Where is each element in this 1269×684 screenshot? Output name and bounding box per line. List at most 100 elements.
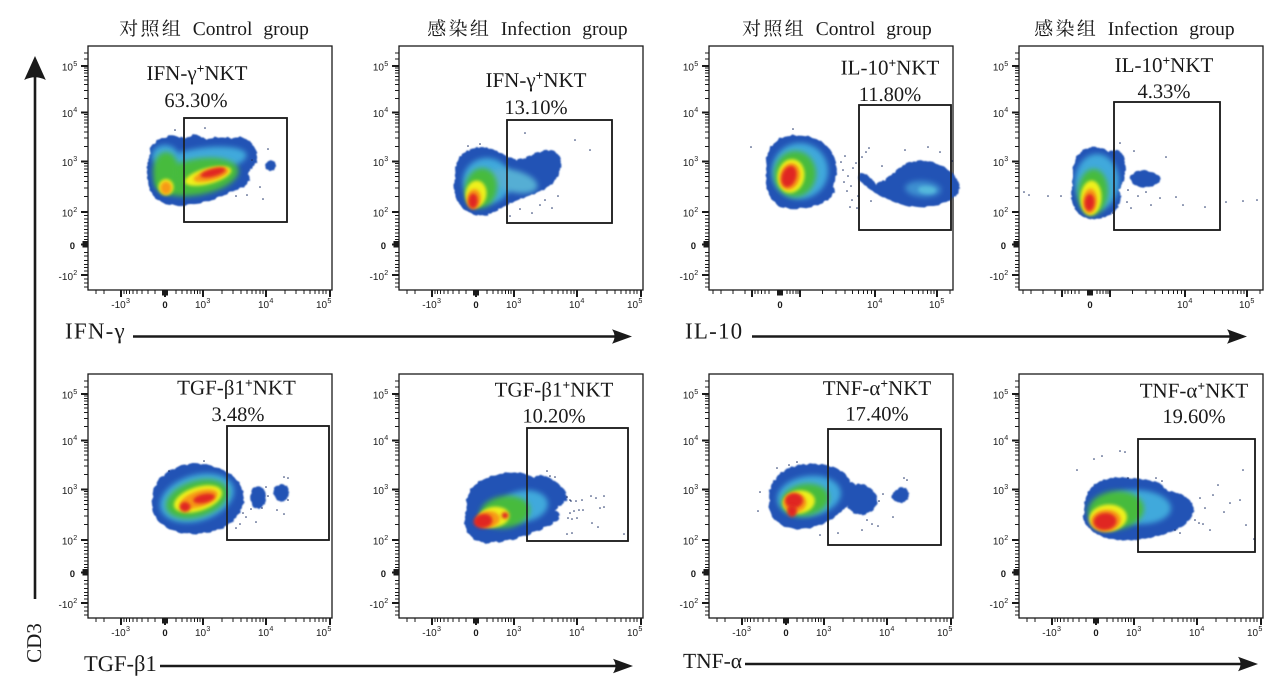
- svg-text:10: 10: [195, 628, 207, 639]
- svg-text:10: 10: [373, 109, 385, 120]
- svg-text:2: 2: [694, 533, 698, 542]
- svg-text:Infection: Infection: [501, 19, 572, 40]
- svg-text:10: 10: [373, 391, 385, 402]
- svg-text:19.60%: 19.60%: [1162, 406, 1225, 428]
- svg-text:2: 2: [384, 205, 388, 214]
- svg-text:-10: -10: [680, 600, 695, 611]
- svg-text:10: 10: [993, 437, 1005, 448]
- svg-text:-10: -10: [422, 628, 437, 639]
- svg-text:10: 10: [993, 109, 1005, 120]
- svg-text:2: 2: [1004, 205, 1008, 214]
- svg-text:5: 5: [1250, 296, 1254, 305]
- svg-text:10: 10: [1126, 628, 1138, 639]
- svg-text:TGF-β1+NKT: TGF-β1+NKT: [495, 378, 614, 402]
- svg-text:10: 10: [373, 537, 385, 548]
- svg-text:10: 10: [62, 391, 74, 402]
- svg-text:10: 10: [683, 486, 695, 497]
- svg-text:10: 10: [993, 209, 1005, 220]
- svg-text:3: 3: [1004, 154, 1008, 163]
- svg-text:10: 10: [993, 486, 1005, 497]
- svg-text:10: 10: [506, 628, 518, 639]
- svg-text:4: 4: [1004, 105, 1008, 114]
- svg-text:10: 10: [993, 537, 1005, 548]
- svg-text:10: 10: [62, 437, 74, 448]
- svg-text:3.48%: 3.48%: [212, 404, 265, 426]
- svg-text:10: 10: [683, 537, 695, 548]
- svg-text:0: 0: [473, 300, 478, 311]
- svg-text:63.30%: 63.30%: [164, 90, 227, 112]
- svg-text:5: 5: [940, 296, 944, 305]
- svg-text:-10: -10: [370, 600, 385, 611]
- svg-text:TGF-β1+NKT: TGF-β1+NKT: [177, 376, 296, 400]
- svg-text:10: 10: [993, 63, 1005, 74]
- svg-text:group: group: [582, 19, 628, 40]
- svg-text:10: 10: [62, 537, 74, 548]
- svg-text:-10: -10: [732, 628, 747, 639]
- svg-text:10: 10: [569, 300, 581, 311]
- svg-text:group: group: [263, 19, 309, 40]
- svg-text:10: 10: [373, 209, 385, 220]
- svg-text:0: 0: [70, 241, 75, 252]
- svg-text:10: 10: [316, 628, 328, 639]
- svg-text:-10: -10: [111, 628, 126, 639]
- svg-text:2: 2: [1004, 596, 1008, 605]
- svg-text:10: 10: [373, 158, 385, 169]
- svg-text:3: 3: [73, 154, 77, 163]
- svg-text:TNF-α: TNF-α: [683, 649, 742, 673]
- svg-text:TNF-α+NKT: TNF-α+NKT: [823, 376, 932, 400]
- svg-text:10: 10: [62, 158, 74, 169]
- svg-text:10: 10: [258, 628, 270, 639]
- svg-text:10: 10: [373, 486, 385, 497]
- svg-text:0: 0: [691, 569, 696, 580]
- svg-text:2: 2: [1004, 533, 1008, 542]
- svg-text:Infection: Infection: [1108, 19, 1179, 40]
- svg-text:TNF-α+NKT: TNF-α+NKT: [1140, 379, 1249, 403]
- svg-text:-10: -10: [990, 272, 1005, 283]
- svg-text:0: 0: [777, 300, 782, 311]
- svg-text:0: 0: [473, 628, 478, 639]
- svg-text:10: 10: [683, 209, 695, 220]
- svg-text:5: 5: [384, 387, 388, 396]
- svg-text:3: 3: [384, 482, 388, 491]
- svg-text:2: 2: [694, 268, 698, 277]
- svg-text:4: 4: [878, 296, 882, 305]
- svg-text:10: 10: [1177, 300, 1189, 311]
- svg-text:4.33%: 4.33%: [1138, 81, 1191, 103]
- svg-text:2: 2: [384, 268, 388, 277]
- svg-text:3: 3: [437, 296, 441, 305]
- svg-text:5: 5: [694, 59, 698, 68]
- svg-text:2: 2: [73, 533, 77, 542]
- svg-text:5: 5: [638, 296, 642, 305]
- svg-text:2: 2: [1004, 268, 1008, 277]
- svg-text:3: 3: [827, 624, 831, 633]
- svg-text:3: 3: [1057, 624, 1061, 633]
- svg-text:10: 10: [627, 628, 639, 639]
- svg-text:10: 10: [683, 109, 695, 120]
- svg-text:10: 10: [1189, 628, 1201, 639]
- svg-text:4: 4: [384, 105, 388, 114]
- svg-text:4: 4: [73, 105, 77, 114]
- svg-text:10.20%: 10.20%: [522, 406, 585, 428]
- svg-text:10: 10: [683, 437, 695, 448]
- svg-text:10: 10: [816, 628, 828, 639]
- svg-text:10: 10: [62, 209, 74, 220]
- svg-text:5: 5: [638, 624, 642, 633]
- svg-text:0: 0: [783, 628, 788, 639]
- svg-text:2: 2: [73, 268, 77, 277]
- svg-text:-10: -10: [1042, 628, 1057, 639]
- svg-text:group: group: [1189, 19, 1235, 40]
- svg-text:5: 5: [327, 624, 331, 633]
- svg-text:3: 3: [437, 624, 441, 633]
- svg-text:-10: -10: [680, 272, 695, 283]
- svg-text:4: 4: [580, 624, 584, 633]
- svg-text:2: 2: [73, 205, 77, 214]
- svg-text:10: 10: [62, 109, 74, 120]
- svg-text:5: 5: [694, 387, 698, 396]
- svg-text:0: 0: [1087, 300, 1092, 311]
- svg-text:4: 4: [269, 624, 273, 633]
- svg-text:10: 10: [867, 300, 879, 311]
- svg-text:Control: Control: [193, 19, 253, 40]
- svg-text:3: 3: [384, 154, 388, 163]
- svg-text:0: 0: [1001, 569, 1006, 580]
- svg-text:IL-10+NKT: IL-10+NKT: [1115, 53, 1214, 77]
